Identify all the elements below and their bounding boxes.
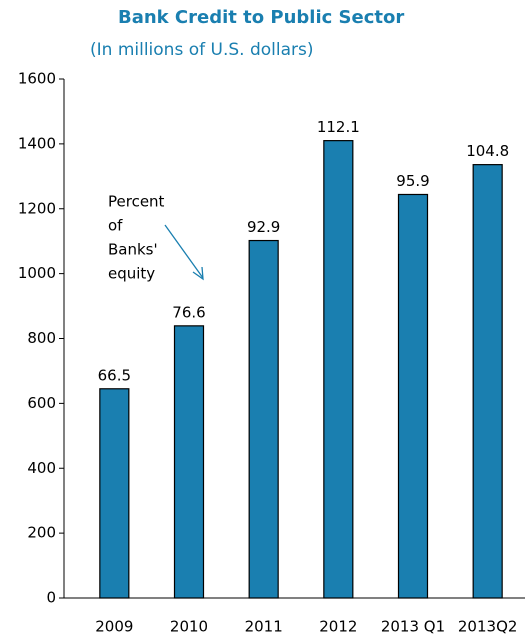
- y-tick-label: 1400: [18, 134, 56, 152]
- annotation-arrowhead: [192, 266, 204, 281]
- bar: [248, 239, 279, 599]
- x-tick-label: 2013Q2: [458, 618, 518, 636]
- bar: [99, 388, 130, 599]
- y-tick-label: 0: [46, 589, 56, 607]
- y-tick-label: 1000: [18, 264, 56, 282]
- y-tick-label: 1600: [18, 70, 56, 88]
- x-tick-label: 2009: [95, 618, 133, 636]
- equity-label: 66.5: [98, 366, 131, 384]
- chart-subtitle: (In millions of U.S. dollars): [90, 40, 313, 60]
- y-tick-label: 800: [27, 329, 56, 347]
- x-tick-label: 2010: [170, 618, 208, 636]
- chart-title: Bank Credit to Public Sector: [118, 7, 404, 28]
- y-tick-label: 400: [27, 459, 56, 477]
- equity-label: 95.9: [396, 172, 429, 190]
- equity-label: 112.1: [317, 118, 360, 136]
- annotation-text: of: [108, 217, 123, 235]
- bar: [472, 164, 503, 599]
- equity-label: 76.6: [172, 303, 205, 321]
- annotation-text: Banks': [108, 241, 158, 259]
- bar: [323, 140, 354, 599]
- y-tick-label: 200: [27, 524, 56, 542]
- y-tick-label: 600: [27, 394, 56, 412]
- annotation-arrow: [164, 224, 204, 279]
- equity-label: 104.8: [466, 142, 509, 160]
- x-tick-label: 2012: [319, 618, 357, 636]
- equity-label: 92.9: [247, 218, 280, 236]
- annotation-text: Percent: [108, 193, 165, 211]
- x-tick-label: 2011: [245, 618, 283, 636]
- x-tick-label: 2013 Q1: [381, 618, 445, 636]
- bar: [173, 325, 205, 599]
- y-tick-label: 1200: [18, 199, 56, 217]
- annotation-text: equity: [108, 265, 155, 283]
- bar: [397, 193, 429, 599]
